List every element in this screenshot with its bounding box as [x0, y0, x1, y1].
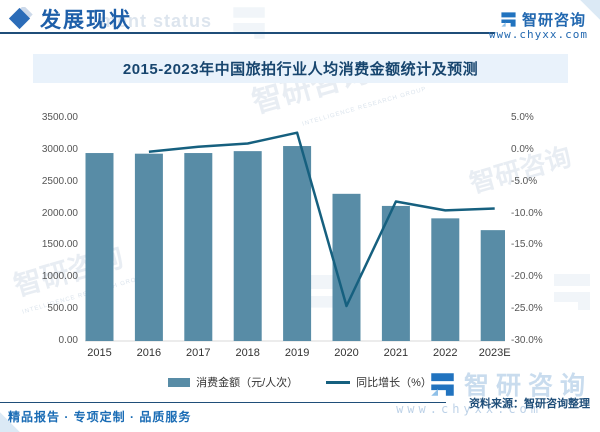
watermark-logo-icon — [233, 7, 265, 39]
line-series-label: 同比增长（%） — [356, 377, 432, 389]
footer-logo-icon — [431, 372, 454, 396]
x-tick-2022: 2022 — [433, 347, 458, 359]
bar-2016 — [134, 153, 163, 341]
chart-area: 3500.00 3000.00 2500.00 2000.00 1500.00 1000.… — [0, 100, 600, 400]
chart-title: 2015-2023年中国旅拍行业人均消费金额统计及预测 — [122, 61, 479, 78]
left-tick-3500: 3500.00 — [41, 112, 78, 123]
footer-site-watermark: www.chyxx.com — [396, 402, 542, 416]
bar-2023E — [480, 230, 509, 341]
left-tick-1500: 1500.00 — [41, 239, 78, 251]
right-tick--30: -30.0% — [511, 335, 543, 346]
right-tick--15: -15.0% — [511, 239, 543, 251]
footer-brand-watermark: 智研咨询 — [429, 366, 592, 402]
source-rule — [0, 402, 446, 403]
section-diamond-icon — [8, 7, 33, 30]
right-tick--25: -25.0% — [511, 303, 543, 315]
line-series-swatch — [326, 380, 351, 384]
left-tick-1000: 1000.00 — [41, 271, 78, 283]
left-tick-3000: 3000.00 — [41, 143, 78, 155]
left-tick-2500: 2500.00 — [41, 175, 78, 187]
x-tick-2015: 2015 — [87, 347, 112, 359]
chart-plot-svg — [85, 131, 509, 342]
brand-name: 智研咨询 — [521, 12, 586, 29]
x-tick-2021: 2021 — [383, 347, 409, 359]
right-tick-5: 5.0% — [511, 112, 534, 123]
source-text: 资料来源：智研咨询整理 — [469, 398, 590, 410]
left-tick-500: 500.00 — [47, 303, 78, 315]
x-axis: 2015 2016 2017 2018 2019 2020 2021 2022 2023E — [85, 347, 510, 361]
source-row: 资料来源：智研咨询整理 — [0, 394, 600, 410]
legend-item-bar: 消费金额（元/人次） — [168, 374, 298, 390]
header-watermark-text: ment status — [100, 11, 213, 31]
header-rule — [0, 32, 495, 34]
left-y-axis: 3500.00 3000.00 2500.00 2000.00 1500.00 1000.… — [28, 112, 78, 346]
services-text: 精品报告 · 专项定制 · 品质服务 — [8, 410, 192, 424]
right-y-axis: 5.0% 0.0% -5.0% -10.0% -15.0% -20.0% -25.0% -30… — [511, 112, 571, 346]
bar-2018 — [233, 151, 262, 341]
x-tick-2019: 2019 — [284, 347, 310, 359]
right-tick--5: -5.0% — [511, 175, 538, 187]
page-title: 发展现状 — [40, 9, 132, 32]
chart-legend: 消费金额（元/人次） 同比增长（%） — [0, 374, 600, 390]
brand-block: 智研咨询 — [500, 9, 586, 30]
legend-item-line: 同比增长（%） — [326, 374, 432, 390]
brand-website: www.chyxx.com — [488, 28, 588, 41]
x-tick-2017: 2017 — [186, 347, 211, 359]
bar-2021 — [381, 205, 410, 341]
bar-series-swatch — [168, 377, 191, 387]
chart-title-band: 2015-2023年中国旅拍行业人均消费金额统计及预测 — [33, 54, 568, 83]
x-tick-2018: 2018 — [235, 347, 260, 359]
bar-2022 — [431, 218, 460, 341]
x-tick-2020: 2020 — [334, 347, 359, 359]
left-tick-0: 0.00 — [58, 335, 78, 346]
bar-2017 — [184, 153, 213, 341]
bar-2015 — [85, 153, 114, 341]
brand-logo-icon — [501, 12, 516, 27]
plot-region — [85, 118, 509, 350]
right-tick-0: 0.0% — [511, 143, 534, 155]
x-tick-2023E: 2023E — [478, 347, 511, 359]
footer-brand-text: 智研咨询 — [463, 372, 592, 400]
right-tick--10: -10.0% — [511, 207, 543, 219]
bar-series-label: 消费金额（元/人次） — [196, 377, 299, 389]
growth-line — [148, 131, 495, 308]
bar-2020 — [332, 193, 361, 341]
left-tick-2000: 2000.00 — [41, 207, 78, 219]
bar-2019 — [283, 146, 312, 341]
right-tick--20: -20.0% — [511, 271, 543, 283]
x-tick-2016: 2016 — [136, 347, 162, 359]
